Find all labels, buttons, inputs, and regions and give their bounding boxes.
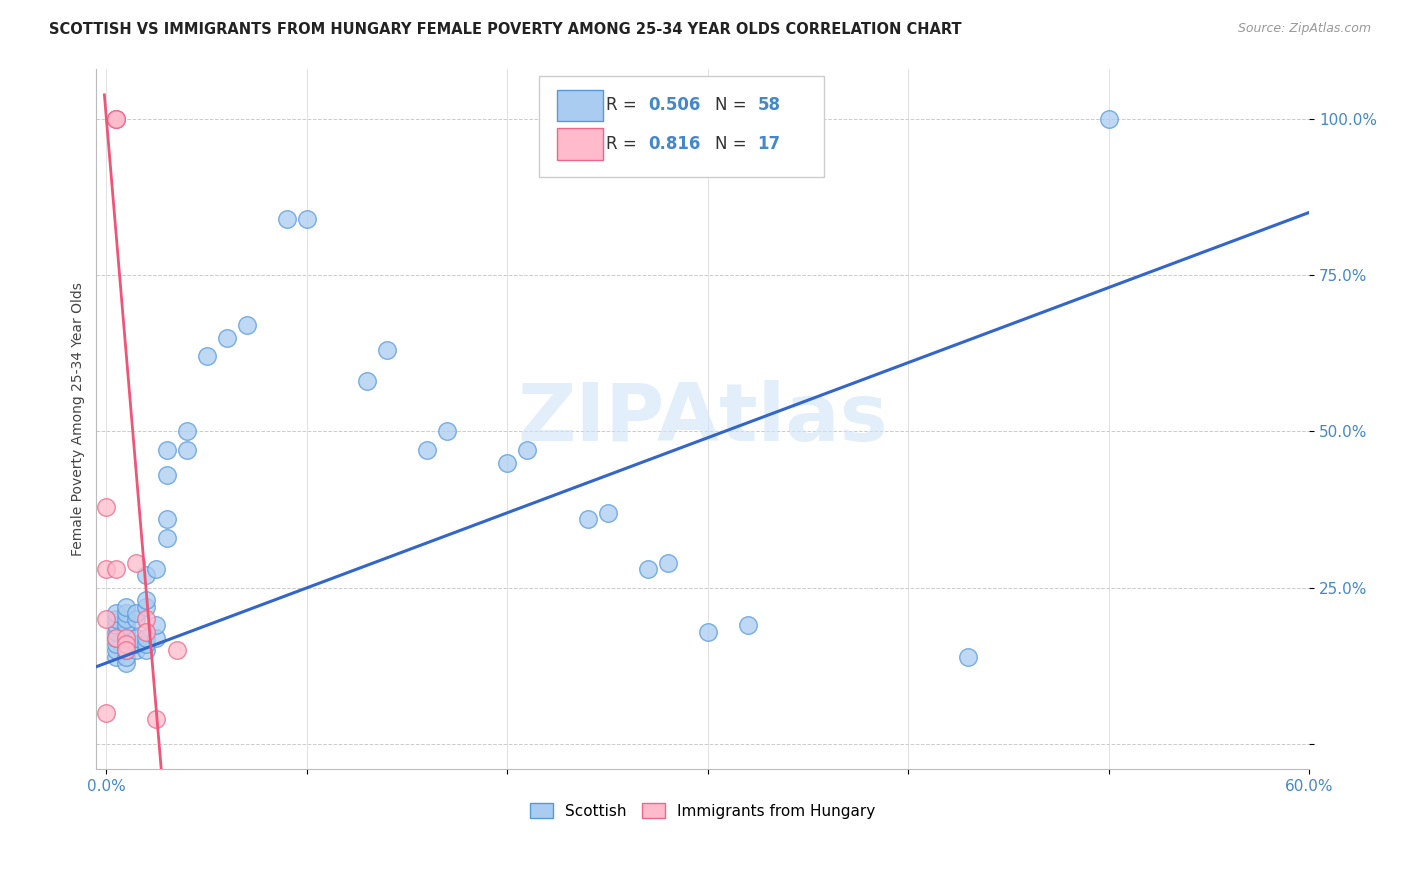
- Point: [115, 624, 138, 639]
- Point: [496, 456, 519, 470]
- Point: [125, 606, 148, 620]
- Point: [115, 649, 138, 664]
- Text: N =: N =: [714, 135, 752, 153]
- Point: [115, 606, 138, 620]
- Text: ZIPAtlas: ZIPAtlas: [517, 380, 889, 458]
- Text: N =: N =: [714, 96, 752, 114]
- Point: [596, 506, 619, 520]
- Point: [576, 512, 599, 526]
- Point: [96, 562, 118, 576]
- Point: [115, 643, 138, 657]
- Legend: Scottish, Immigrants from Hungary: Scottish, Immigrants from Hungary: [524, 797, 882, 825]
- Point: [135, 612, 157, 626]
- Point: [176, 443, 198, 458]
- Point: [105, 606, 128, 620]
- Point: [105, 631, 128, 645]
- Point: [155, 443, 177, 458]
- Point: [96, 706, 118, 720]
- Point: [105, 649, 128, 664]
- Point: [155, 468, 177, 483]
- Point: [416, 443, 439, 458]
- Point: [115, 656, 138, 670]
- Point: [516, 443, 538, 458]
- Point: [105, 562, 128, 576]
- Point: [737, 618, 759, 632]
- Point: [135, 643, 157, 657]
- Point: [166, 643, 188, 657]
- Point: [96, 612, 118, 626]
- Point: [135, 593, 157, 607]
- Point: [215, 330, 238, 344]
- Point: [96, 500, 118, 514]
- Point: [105, 618, 128, 632]
- Point: [195, 349, 218, 363]
- Point: [276, 211, 298, 226]
- Text: SCOTTISH VS IMMIGRANTS FROM HUNGARY FEMALE POVERTY AMONG 25-34 YEAR OLDS CORRELA: SCOTTISH VS IMMIGRANTS FROM HUNGARY FEMA…: [49, 22, 962, 37]
- Text: 0.506: 0.506: [648, 96, 700, 114]
- Y-axis label: Female Poverty Among 25-34 Year Olds: Female Poverty Among 25-34 Year Olds: [72, 282, 86, 556]
- Point: [105, 612, 128, 626]
- Point: [135, 568, 157, 582]
- Point: [145, 618, 167, 632]
- Point: [356, 375, 378, 389]
- Point: [637, 562, 659, 576]
- Point: [657, 556, 679, 570]
- Point: [125, 631, 148, 645]
- Point: [295, 211, 318, 226]
- Point: [105, 643, 128, 657]
- Text: R =: R =: [606, 135, 641, 153]
- Point: [135, 624, 157, 639]
- Point: [105, 637, 128, 651]
- Point: [115, 631, 138, 645]
- Point: [125, 612, 148, 626]
- Point: [145, 712, 167, 726]
- FancyBboxPatch shape: [538, 76, 824, 178]
- Point: [135, 631, 157, 645]
- Point: [115, 612, 138, 626]
- Text: Source: ZipAtlas.com: Source: ZipAtlas.com: [1237, 22, 1371, 36]
- Point: [155, 512, 177, 526]
- Point: [115, 618, 138, 632]
- Point: [375, 343, 398, 357]
- Point: [115, 637, 138, 651]
- Point: [696, 624, 718, 639]
- Point: [105, 624, 128, 639]
- Point: [135, 637, 157, 651]
- Point: [125, 637, 148, 651]
- Point: [115, 631, 138, 645]
- Point: [176, 425, 198, 439]
- FancyBboxPatch shape: [557, 128, 603, 160]
- Text: 17: 17: [758, 135, 780, 153]
- Point: [105, 112, 128, 126]
- Point: [145, 562, 167, 576]
- Point: [145, 631, 167, 645]
- Point: [125, 556, 148, 570]
- Point: [115, 643, 138, 657]
- Point: [155, 531, 177, 545]
- Point: [235, 318, 257, 332]
- FancyBboxPatch shape: [557, 89, 603, 121]
- Point: [135, 599, 157, 614]
- Point: [125, 643, 148, 657]
- Text: R =: R =: [606, 96, 641, 114]
- Point: [1098, 112, 1121, 126]
- Point: [105, 112, 128, 126]
- Point: [957, 649, 980, 664]
- Text: 0.816: 0.816: [648, 135, 700, 153]
- Point: [105, 112, 128, 126]
- Point: [115, 637, 138, 651]
- Point: [115, 599, 138, 614]
- Point: [105, 631, 128, 645]
- Text: 58: 58: [758, 96, 780, 114]
- Point: [436, 425, 458, 439]
